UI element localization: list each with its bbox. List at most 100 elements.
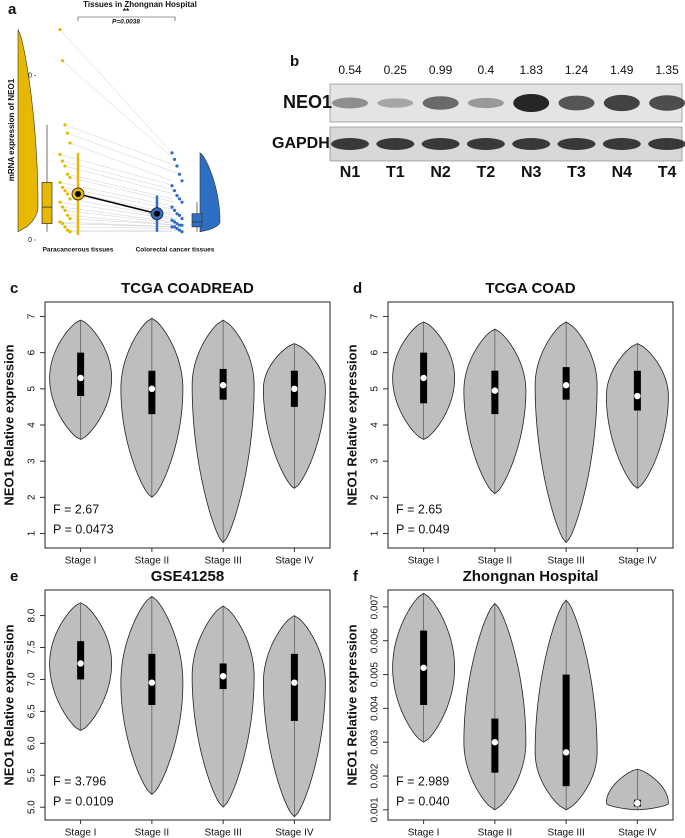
median [562, 749, 570, 756]
row-label: GAPDH [272, 135, 330, 152]
point [60, 59, 65, 63]
panel-label: f [353, 568, 359, 585]
value-label: 0.25 [384, 63, 408, 77]
stat-annotation: P = 0.040 [396, 794, 450, 808]
pair-line [64, 124, 178, 167]
point [172, 189, 177, 193]
point [175, 164, 179, 168]
x-tick-label: Paracancerous tissues [43, 247, 114, 254]
pair-line [62, 206, 173, 223]
stat-annotation: P = 0.049 [396, 522, 450, 536]
control-band [602, 138, 641, 150]
plot-frame [44, 301, 331, 549]
x-tick-label: Stage I [65, 556, 97, 567]
y-tick-label: 7.0 [27, 672, 38, 686]
median [634, 392, 641, 400]
control-band [376, 138, 415, 150]
band [377, 98, 414, 108]
y-tick-label: 0.004 [370, 695, 381, 720]
value-label: 1.35 [655, 63, 679, 77]
chart-title: Zhongnan Hospital [463, 568, 599, 585]
point [175, 212, 179, 216]
y-axis-label: NEO1 Relative expression [344, 624, 359, 785]
panel-label: e [10, 568, 18, 585]
panel-label: a [8, 1, 17, 18]
p-value: P=0.0038 [112, 19, 140, 26]
point [177, 197, 182, 201]
x-tick-label: Stage IV [618, 828, 657, 838]
point [65, 213, 70, 217]
point [180, 223, 184, 227]
y-tick-label: 1 [370, 530, 381, 536]
mean-dot [154, 210, 160, 217]
control-band [421, 138, 460, 150]
box [562, 674, 570, 787]
point [180, 230, 184, 234]
x-tick-label: Stage I [408, 556, 440, 567]
point [177, 172, 182, 176]
x-tick-label: N1 [340, 164, 361, 181]
x-tick-label: Stage II [135, 828, 169, 838]
y-tick-label: 5 [27, 386, 38, 392]
pair-line [64, 165, 180, 196]
box [290, 653, 298, 721]
y-tick-label: 0.001 [370, 797, 381, 822]
x-tick-label: Stage II [478, 556, 512, 567]
point [172, 225, 177, 229]
box [41, 182, 53, 224]
chart-title: TCGA COAD [485, 280, 575, 297]
half-violin [17, 29, 39, 233]
median [491, 739, 499, 746]
pair-line [69, 142, 173, 182]
point [63, 189, 67, 193]
point [170, 218, 174, 222]
chart-title: Tissues in Zhongnan Hospital [83, 0, 197, 9]
point [172, 220, 177, 224]
median [77, 660, 84, 667]
box [77, 352, 85, 397]
chart-title: GSE41258 [151, 568, 224, 585]
median [634, 799, 641, 807]
y-tick-label: 1 [27, 530, 38, 536]
band [467, 97, 504, 109]
median [219, 382, 227, 389]
point [68, 141, 72, 145]
x-tick-label: Stage I [408, 828, 440, 838]
y-axis-label: NEO1 Relative expression [1, 624, 16, 785]
point [177, 228, 182, 232]
plot-frame [387, 301, 674, 549]
y-tick-label: 4 [370, 422, 381, 428]
significance: ** [123, 7, 130, 16]
point [65, 131, 70, 135]
x-tick-label: T4 [658, 164, 677, 181]
mean-line [77, 193, 158, 215]
point [58, 220, 62, 224]
pair-line [62, 60, 175, 160]
mean-dot [75, 190, 81, 197]
point [68, 217, 72, 221]
bracket [77, 16, 176, 21]
median [562, 382, 570, 389]
y-tick-label: 6 [370, 349, 381, 355]
control-band [331, 138, 369, 150]
point [63, 208, 67, 212]
point [177, 223, 182, 227]
point [170, 205, 174, 209]
point [68, 197, 72, 201]
point [58, 200, 62, 204]
point [175, 221, 179, 226]
control-band [648, 138, 685, 150]
y-tick-label: 2 [370, 494, 381, 500]
box [148, 370, 156, 415]
point [60, 221, 65, 226]
x-tick-label: T3 [567, 164, 586, 181]
band [558, 95, 595, 111]
band [603, 94, 640, 112]
box [491, 718, 499, 773]
point [170, 184, 174, 188]
x-tick-label: Stage I [65, 828, 97, 838]
y-axis-label: NEO1 Relative expression [344, 344, 359, 505]
point [65, 228, 70, 232]
y-tick-label: 7 [27, 313, 38, 319]
y-tick-label: 7 [370, 313, 381, 319]
